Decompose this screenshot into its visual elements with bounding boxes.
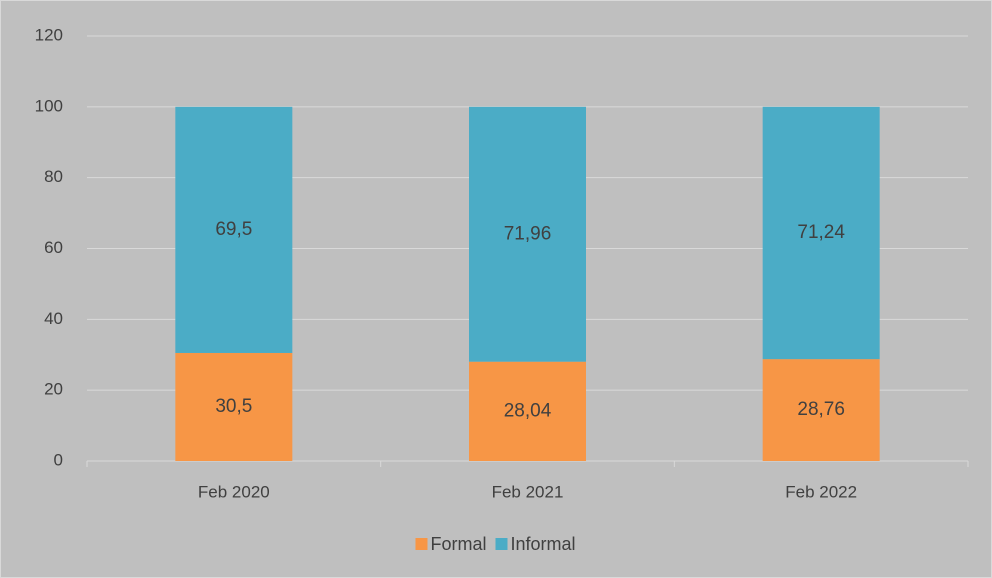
y-tick-label: 100: [35, 96, 63, 115]
y-tick-label: 120: [35, 25, 63, 44]
x-tick-label: Feb 2022: [785, 482, 857, 501]
legend-label: Formal: [430, 534, 486, 554]
legend-swatch: [415, 538, 428, 550]
data-label: 69,5: [215, 219, 252, 240]
bar-segment: [175, 106, 293, 353]
x-tick-label: Feb 2021: [492, 482, 564, 501]
data-label: 28,76: [797, 399, 845, 420]
bar-segment: [762, 106, 880, 360]
legend-swatch: [495, 538, 508, 550]
y-tick-label: 40: [44, 309, 63, 328]
y-tick-label: 80: [44, 167, 63, 186]
bar-segment: [175, 352, 293, 461]
y-tick-label: 0: [54, 450, 63, 469]
legend-label: Informal: [510, 534, 575, 554]
bar-segment: [469, 106, 586, 362]
data-label: 71,96: [504, 223, 552, 244]
y-tick-label: 60: [44, 238, 63, 257]
data-label: 71,24: [797, 222, 845, 243]
x-tick-label: Feb 2020: [198, 482, 270, 501]
data-label: 30,5: [215, 396, 252, 417]
y-tick-label: 20: [44, 380, 63, 399]
bar-segment: [762, 359, 880, 461]
bar-segment: [469, 361, 586, 461]
data-label: 28,04: [504, 400, 552, 421]
